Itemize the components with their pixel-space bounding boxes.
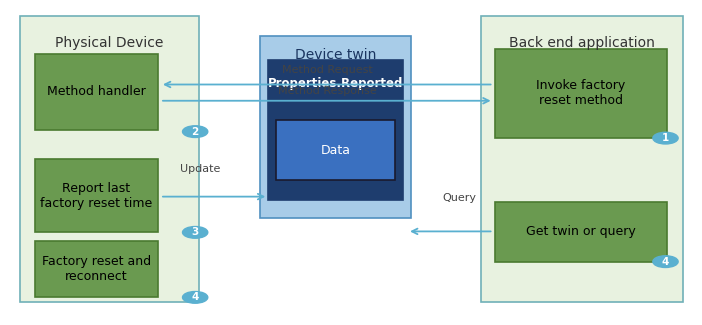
Text: Invoke factory
reset method: Invoke factory reset method [536, 79, 625, 108]
Text: Method handler: Method handler [47, 85, 146, 98]
Text: 4: 4 [662, 257, 669, 266]
Text: Factory reset and
reconnect: Factory reset and reconnect [42, 255, 151, 283]
Text: Device twin: Device twin [295, 48, 376, 62]
Bar [260, 36, 411, 218]
Bar [481, 16, 683, 302]
Text: 1: 1 [662, 133, 669, 143]
Circle shape [653, 132, 678, 144]
Bar [20, 16, 199, 302]
Text: Report last
factory reset time: Report last factory reset time [41, 182, 152, 210]
Bar [495, 49, 667, 138]
Text: 4: 4 [192, 292, 199, 302]
Text: Update: Update [180, 164, 220, 174]
Text: Query: Query [443, 193, 477, 203]
Text: Data: Data [321, 144, 350, 157]
Bar [35, 54, 158, 130]
Bar [276, 120, 395, 180]
Text: 3: 3 [192, 227, 199, 237]
Text: Properties.Reported: Properties.Reported [268, 77, 403, 90]
Bar [495, 202, 667, 262]
Circle shape [183, 292, 208, 303]
Text: Back end application: Back end application [509, 36, 655, 50]
Text: Method Request: Method Request [282, 65, 373, 75]
Text: Physical Device: Physical Device [55, 36, 164, 50]
Text: 2: 2 [192, 127, 199, 136]
Circle shape [183, 227, 208, 238]
Bar [35, 240, 158, 297]
Bar [35, 159, 158, 232]
Circle shape [183, 126, 208, 137]
Text: Get twin or query: Get twin or query [526, 225, 636, 238]
Bar [268, 60, 403, 200]
Text: Method Response: Method Response [278, 86, 376, 96]
Circle shape [653, 256, 678, 267]
